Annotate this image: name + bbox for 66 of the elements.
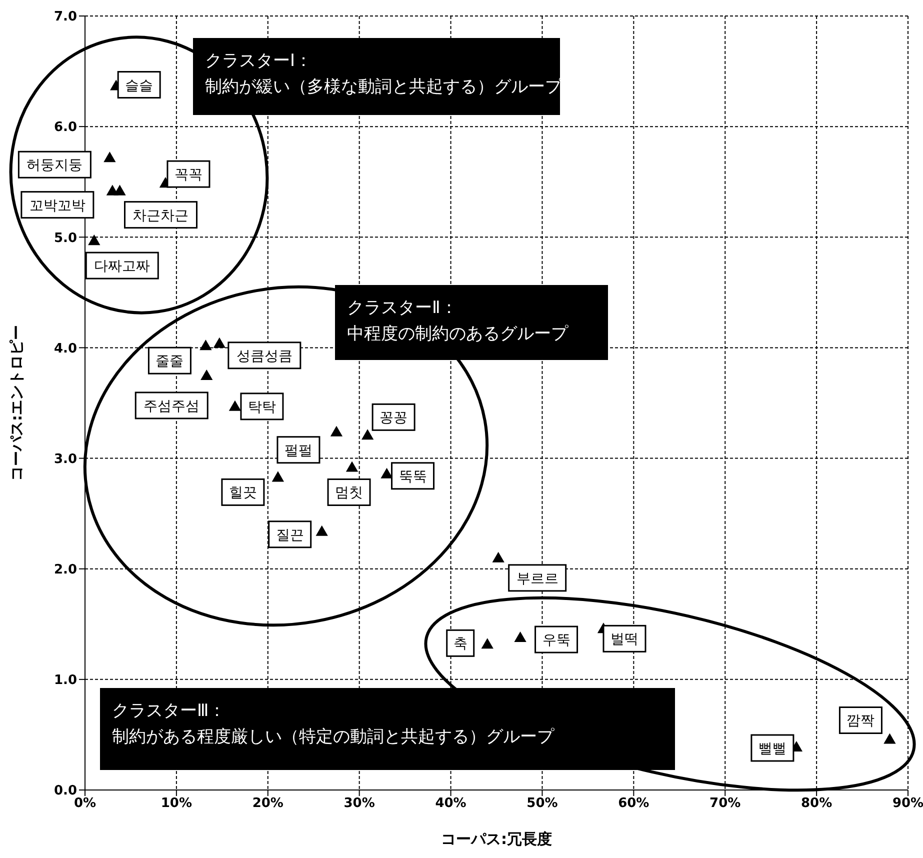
point bbox=[316, 525, 328, 536]
data-label: 멈칫 bbox=[335, 485, 364, 502]
data-label: 성큼성큼 bbox=[236, 348, 292, 364]
y-tick-label: 3.0 bbox=[54, 452, 77, 467]
point bbox=[228, 400, 242, 411]
data-label: 부르르 bbox=[516, 570, 558, 587]
x-tick-label: 40% bbox=[435, 796, 466, 812]
annotation: 中程度の制約のあるグループ bbox=[347, 323, 570, 346]
data-label: 축 bbox=[453, 636, 468, 652]
data-label: 꼬박꼬박 bbox=[29, 198, 86, 214]
point bbox=[213, 337, 226, 348]
annotation: クラスターⅡ： bbox=[347, 297, 458, 320]
annotation: 制約がある程度厳しい（特定の動詞と共起する）グループ bbox=[112, 726, 556, 749]
x-tick-label: 70% bbox=[710, 796, 741, 812]
x-tick-label: 30% bbox=[344, 796, 375, 812]
annotation: クラスターⅢ： bbox=[112, 700, 227, 723]
point bbox=[380, 468, 393, 478]
annotation: クラスターⅠ： bbox=[205, 50, 314, 73]
x-axis-title: コーパス:冗長度 bbox=[441, 830, 552, 848]
point bbox=[514, 632, 526, 642]
y-tick-label: 1.0 bbox=[54, 673, 77, 688]
note-box: クラスターⅡ： 中程度の制約のあるグループ bbox=[335, 285, 608, 360]
data-label: 꼭꼭 bbox=[174, 167, 202, 184]
point bbox=[200, 340, 212, 350]
data-label: 펄펄 bbox=[284, 442, 312, 459]
x-tick-label: 20% bbox=[252, 796, 284, 812]
point bbox=[884, 733, 896, 744]
x-tick-label: 60% bbox=[618, 796, 650, 812]
data-label: 줄줄 bbox=[156, 354, 184, 370]
point bbox=[200, 369, 213, 380]
y-tick-label: 6.0 bbox=[54, 120, 77, 136]
data-label: 질끈 bbox=[276, 527, 304, 544]
note-box: クラスターⅢ： 制約がある程度厳しい（特定の動詞と共起する）グループ bbox=[100, 688, 675, 770]
data-label: 허둥지둥 bbox=[26, 158, 83, 174]
data-label: 꽁꽁 bbox=[380, 410, 408, 426]
y-tick-label: 0.0 bbox=[54, 784, 77, 799]
data-label: 벌떡 bbox=[610, 632, 638, 648]
y-tick-label: 5.0 bbox=[54, 230, 77, 246]
data-label: 탁탁 bbox=[248, 399, 276, 416]
point bbox=[346, 461, 358, 472]
data-label: 힐끗 bbox=[228, 485, 257, 502]
data-label: 다짜고짜 bbox=[94, 258, 150, 275]
data-label: 뚝뚝 bbox=[398, 468, 427, 485]
y-tick-label: 7.0 bbox=[54, 10, 77, 25]
x-tick-label: 80% bbox=[800, 796, 832, 812]
data-label: 주섬주섬 bbox=[144, 398, 200, 414]
x-tick-label: 50% bbox=[526, 796, 558, 812]
point bbox=[114, 184, 126, 196]
data-label: 슬슬 bbox=[125, 78, 154, 94]
x-tick-label: 0% bbox=[74, 796, 96, 812]
x-tick-label: 90% bbox=[892, 796, 923, 812]
data-label: 뻘뻘 bbox=[758, 740, 786, 757]
point bbox=[272, 471, 284, 482]
data-label: 차근차근 bbox=[132, 208, 189, 224]
data-label: 우뚝 bbox=[542, 632, 570, 649]
point bbox=[330, 426, 343, 436]
point bbox=[104, 152, 116, 162]
point bbox=[88, 234, 100, 246]
y-tick-label: 4.0 bbox=[54, 341, 77, 356]
point bbox=[481, 638, 494, 649]
point bbox=[492, 552, 504, 562]
y-axis-title: コーパス:エントロピー bbox=[7, 325, 26, 481]
y-tick-label: 2.0 bbox=[54, 562, 77, 578]
point bbox=[361, 429, 374, 440]
x-tick-label: 10% bbox=[160, 796, 192, 812]
data-label: 깜짝 bbox=[846, 713, 875, 730]
